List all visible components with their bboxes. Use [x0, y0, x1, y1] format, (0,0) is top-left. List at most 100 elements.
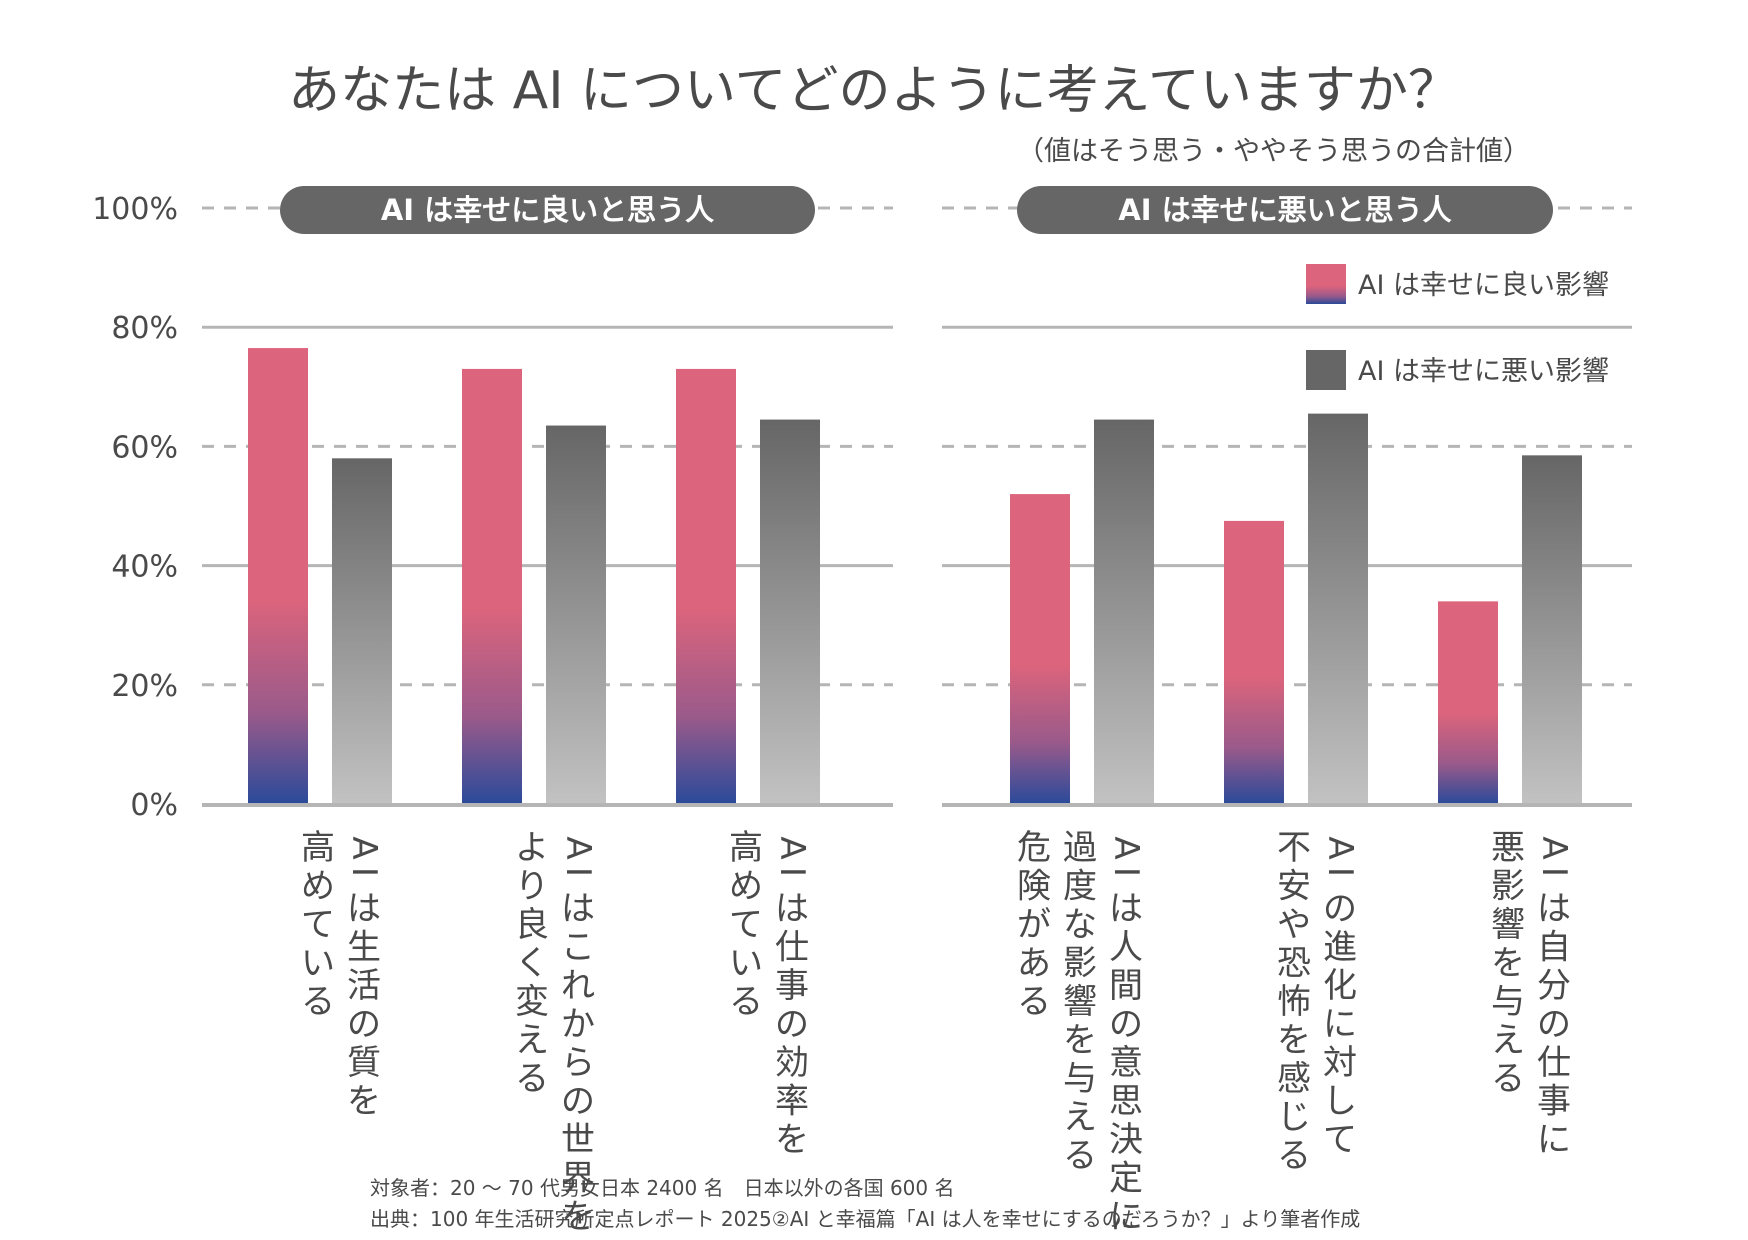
category-label-char: い [301, 944, 335, 984]
y-tick-label: 40% [111, 550, 178, 585]
category-label-char: え [515, 1021, 549, 1061]
category-label-char: 生 [347, 928, 381, 968]
category-label-char: れ [561, 966, 595, 1006]
category-label-char: 度 [1063, 867, 1097, 907]
category-label-char: 効 [775, 1043, 809, 1083]
category-label-char: A [558, 836, 598, 859]
category-label-char: 世 [561, 1120, 595, 1160]
panel-headings: AI は幸せに良いと思う人 AI は幸せに悪いと思う人 [280, 186, 1553, 234]
y-axis-ticks: 0% 20% 40% 60% 80% 100% [92, 192, 178, 823]
category-label-char: 過 [1063, 828, 1097, 868]
category-label-char: 決 [1109, 1120, 1143, 1160]
category-label-char: 恐 [1277, 944, 1311, 984]
bar-good [462, 368, 522, 804]
category-label-char: を [775, 1120, 809, 1160]
category-label-char: 響 [1491, 905, 1525, 945]
category-label-char: 分 [1537, 966, 1571, 1006]
category-label-char: あ [1017, 944, 1051, 984]
category-label-char: は [775, 889, 809, 929]
category-label-char: り [515, 867, 549, 907]
category-label-char: 意 [1109, 1043, 1143, 1083]
category-label-char: て [729, 905, 763, 945]
note-source: 出典：100 年生活研究所定点レポート 2025②AI と幸福篇「AI は人を幸… [370, 1207, 1360, 1231]
category-label-char: 響 [1063, 982, 1097, 1022]
category-label-char: を [347, 1082, 381, 1122]
legend-swatch-bad [1306, 350, 1346, 390]
category-label-char: I [1320, 867, 1360, 877]
category-label-char: 影 [1063, 944, 1097, 984]
legend: AI は幸せに良い影響 AI は幸せに悪い影響 [1306, 264, 1609, 390]
category-label-char: I [772, 867, 812, 877]
bar-bad [760, 419, 820, 804]
bar-bad [1308, 413, 1368, 804]
note-respondents: 対象者：20 ～ 70 代男女日本 2400 名 日本以外の各国 600 名 [370, 1176, 954, 1200]
category-label-char: 変 [515, 982, 549, 1022]
category-label-char: 高 [729, 828, 763, 868]
category-label-char: 安 [1277, 867, 1311, 907]
legend-label-good: AI は幸せに良い影響 [1358, 270, 1609, 301]
category-label-char: る [1063, 1136, 1097, 1176]
category-label-char: こ [561, 928, 595, 968]
category-label-char: 思 [1109, 1082, 1143, 1122]
category-label-char: A [772, 836, 812, 859]
category-label-char: 質 [347, 1043, 381, 1083]
category-label-char: る [301, 982, 335, 1022]
category-label-char: 対 [1323, 1043, 1357, 1083]
category-label-char: 活 [347, 966, 381, 1006]
legend-label-bad: AI は幸せに悪い影響 [1358, 356, 1609, 387]
category-label-char: な [1063, 905, 1097, 945]
bar-bad [332, 458, 392, 804]
category-label-char: は [1537, 889, 1571, 929]
category-label-char: を [1491, 944, 1525, 984]
category-label-char: よ [515, 828, 549, 868]
category-label-char: I [1534, 867, 1574, 877]
category-label-char: る [1491, 1059, 1525, 1099]
category-label-char: は [347, 889, 381, 929]
chart-subtitle: （値はそう思う・ややそう思うの合計値） [1017, 136, 1530, 167]
category-label-char: 仕 [775, 928, 809, 968]
category-label-char: る [1017, 982, 1051, 1022]
category-label-char: 率 [775, 1082, 809, 1122]
category-label-char: 高 [301, 828, 335, 868]
category-label-char: に [1537, 1120, 1571, 1160]
category-label-char: A [1320, 836, 1360, 859]
bar-bad [1094, 419, 1154, 804]
category-label-char: 与 [1491, 982, 1525, 1022]
category-label-char: が [1017, 905, 1051, 945]
category-label-char: じ [1277, 1098, 1311, 1138]
category-label-char: 良 [515, 905, 549, 945]
category-label-char: 定 [1109, 1159, 1143, 1199]
category-label-char: る [1277, 1136, 1311, 1176]
y-tick-label: 20% [111, 669, 178, 704]
category-label-char: 事 [1537, 1082, 1571, 1122]
category-label-char: や [1277, 905, 1311, 945]
category-label-char: の [1323, 889, 1357, 929]
category-labels: AIは生活の質を高めているAIはこれからの世界をより良く変えるAIは仕事の効率を… [301, 828, 1574, 1237]
category-label-char: え [1063, 1098, 1097, 1138]
y-tick-label: 80% [111, 311, 178, 346]
y-tick-label: 60% [111, 430, 178, 465]
category-label-char: の [347, 1005, 381, 1045]
bar-bad [1522, 455, 1582, 804]
panel-heading-text: AI は幸せに悪いと思う人 [1118, 193, 1451, 227]
bar-good [248, 348, 308, 804]
category-label-char: I [1106, 867, 1146, 877]
category-label-char: 与 [1063, 1059, 1097, 1099]
panel-heading-pill [1017, 186, 1553, 234]
bars [248, 348, 1582, 804]
category-label-char: 間 [1109, 966, 1143, 1006]
category-label-char: は [561, 889, 595, 929]
category-label-char: を [1277, 1021, 1311, 1061]
